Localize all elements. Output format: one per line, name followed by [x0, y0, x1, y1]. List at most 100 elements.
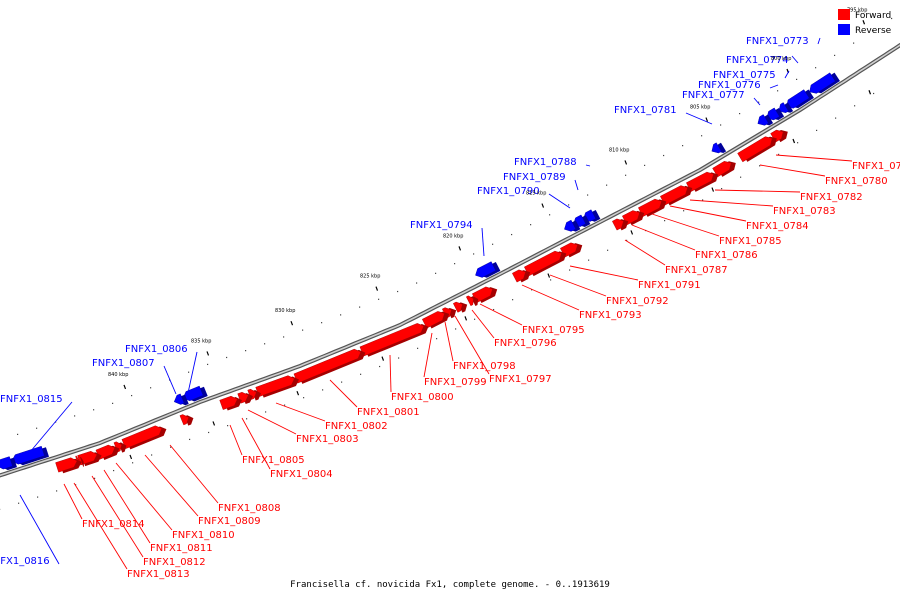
leader-line [759, 164, 826, 177]
scale-dot [188, 371, 190, 373]
scale-dot [758, 101, 760, 103]
scale-dot [569, 269, 571, 271]
gene-fnfx1_0781 [711, 142, 727, 154]
kbp-tick [541, 203, 545, 208]
scale-label: 805 kbp [690, 105, 710, 111]
scale-dot [663, 154, 665, 157]
gene-label: FNFX1_0803 [296, 434, 359, 445]
backbone-outline [0, 42, 900, 478]
gene-label: FNFX1_0807 [92, 358, 155, 369]
scale-label: 820 kbp [443, 233, 463, 239]
gene-label: FNFX1_0780 [825, 176, 888, 187]
scale-dot [150, 387, 152, 389]
gene-label: FNFX1_0785 [719, 236, 782, 247]
gene-label: FNFX1_0788 [514, 157, 577, 168]
gene-fnfx1_0806 [182, 385, 208, 402]
gene-arrow [612, 218, 624, 231]
scale-dot [283, 336, 285, 338]
gene-fnfx1_0808 [179, 414, 194, 426]
gene-fnfx1_0797 [453, 301, 468, 313]
label-leaders [19, 37, 853, 570]
scale-dot [493, 308, 495, 311]
scale-label: 815 kbp [526, 191, 546, 197]
scale-dot [151, 454, 153, 456]
scale-dot [112, 402, 114, 404]
scale-dot [360, 373, 362, 375]
scale-dot [37, 496, 39, 498]
backbone-line [0, 44, 900, 477]
gene-label: FNFX1_0813 [127, 569, 190, 580]
gene-fnfx1_0810 [113, 441, 127, 453]
scale-dot [170, 446, 172, 448]
gene-label: FNFX1_0806 [125, 344, 188, 355]
scale-dot [94, 477, 96, 479]
kbp-tick [296, 390, 300, 396]
scale-dot [189, 438, 191, 441]
gene-label: FNFX1_0804 [270, 469, 333, 480]
scale-dot [226, 356, 228, 359]
scale-dot [321, 322, 323, 324]
kbp-tick [711, 187, 715, 192]
scale-dot [682, 145, 684, 147]
scale-dot [854, 105, 856, 107]
gene-label: FNFX1_0799 [424, 377, 487, 388]
scale-dot [664, 220, 666, 222]
scale-dot [264, 343, 266, 345]
gene-fnfx1_0814 [55, 457, 82, 474]
leader-line [479, 303, 523, 326]
leader-line [103, 469, 151, 544]
gene-labels: FNFX1_0773 FNFX1_0774 FNFX1_0775FNFX1_0776… [0, 36, 900, 580]
scale-dot [815, 67, 817, 69]
gene-label: FNFX1_0773 [746, 36, 809, 47]
scale-dot [246, 418, 248, 420]
kbp-tick [458, 246, 462, 251]
gene-fnfx1_0796 [466, 295, 479, 307]
leader-line [631, 224, 696, 251]
gene-arrow [219, 395, 238, 410]
gene-fnfx1_0779 [770, 129, 788, 143]
gene-arrow [809, 72, 836, 94]
scale-dot [626, 239, 628, 241]
scale-dot [701, 135, 703, 137]
gene-fnfx1_0787 [612, 218, 629, 231]
gene-label: FNFX1_0808 [218, 503, 281, 514]
leader-line [769, 84, 779, 89]
gene-arrow [453, 301, 463, 313]
legend-reverse-swatch [838, 24, 850, 35]
leader-line [91, 475, 144, 558]
gene-arrow [512, 269, 526, 283]
leader-line [329, 379, 358, 408]
gene-features [0, 72, 840, 474]
scale-dot [436, 338, 438, 340]
leader-line [19, 494, 60, 565]
scale-label: 825 kbp [360, 274, 380, 280]
leader-line [685, 112, 713, 125]
scale-dot [36, 427, 38, 429]
scale-dot [512, 299, 514, 301]
scale-label: 830 kbp [275, 308, 295, 314]
gene-label: FNFX1_0781 [614, 105, 677, 116]
leader-line [651, 213, 720, 237]
gene-arrow [466, 295, 474, 306]
gene-fnfx1_0802 [255, 375, 299, 398]
gene-label: FNFX1_0802 [325, 421, 388, 432]
gene-arrow [179, 414, 190, 426]
scale-dot [398, 357, 400, 359]
gene-label: FNFX1_0816 [0, 556, 50, 567]
scale-dot [303, 397, 305, 399]
scale-ticks [0, 17, 893, 510]
scale-dot [74, 415, 76, 417]
gene-arrow [475, 261, 496, 278]
leader-line [714, 189, 801, 193]
scale-dot [132, 462, 134, 464]
scale-dot [702, 199, 704, 201]
scale-dot [587, 194, 589, 196]
scale-dot [93, 409, 95, 411]
gene-arrow [173, 393, 185, 405]
kbp-tick [792, 138, 796, 144]
kbp-tick [705, 117, 709, 122]
scale-dot [378, 298, 380, 300]
genome-backbone [0, 42, 900, 478]
scale-label: 810 kbp [609, 147, 629, 153]
gene-fnfx1_0794 [475, 261, 501, 278]
